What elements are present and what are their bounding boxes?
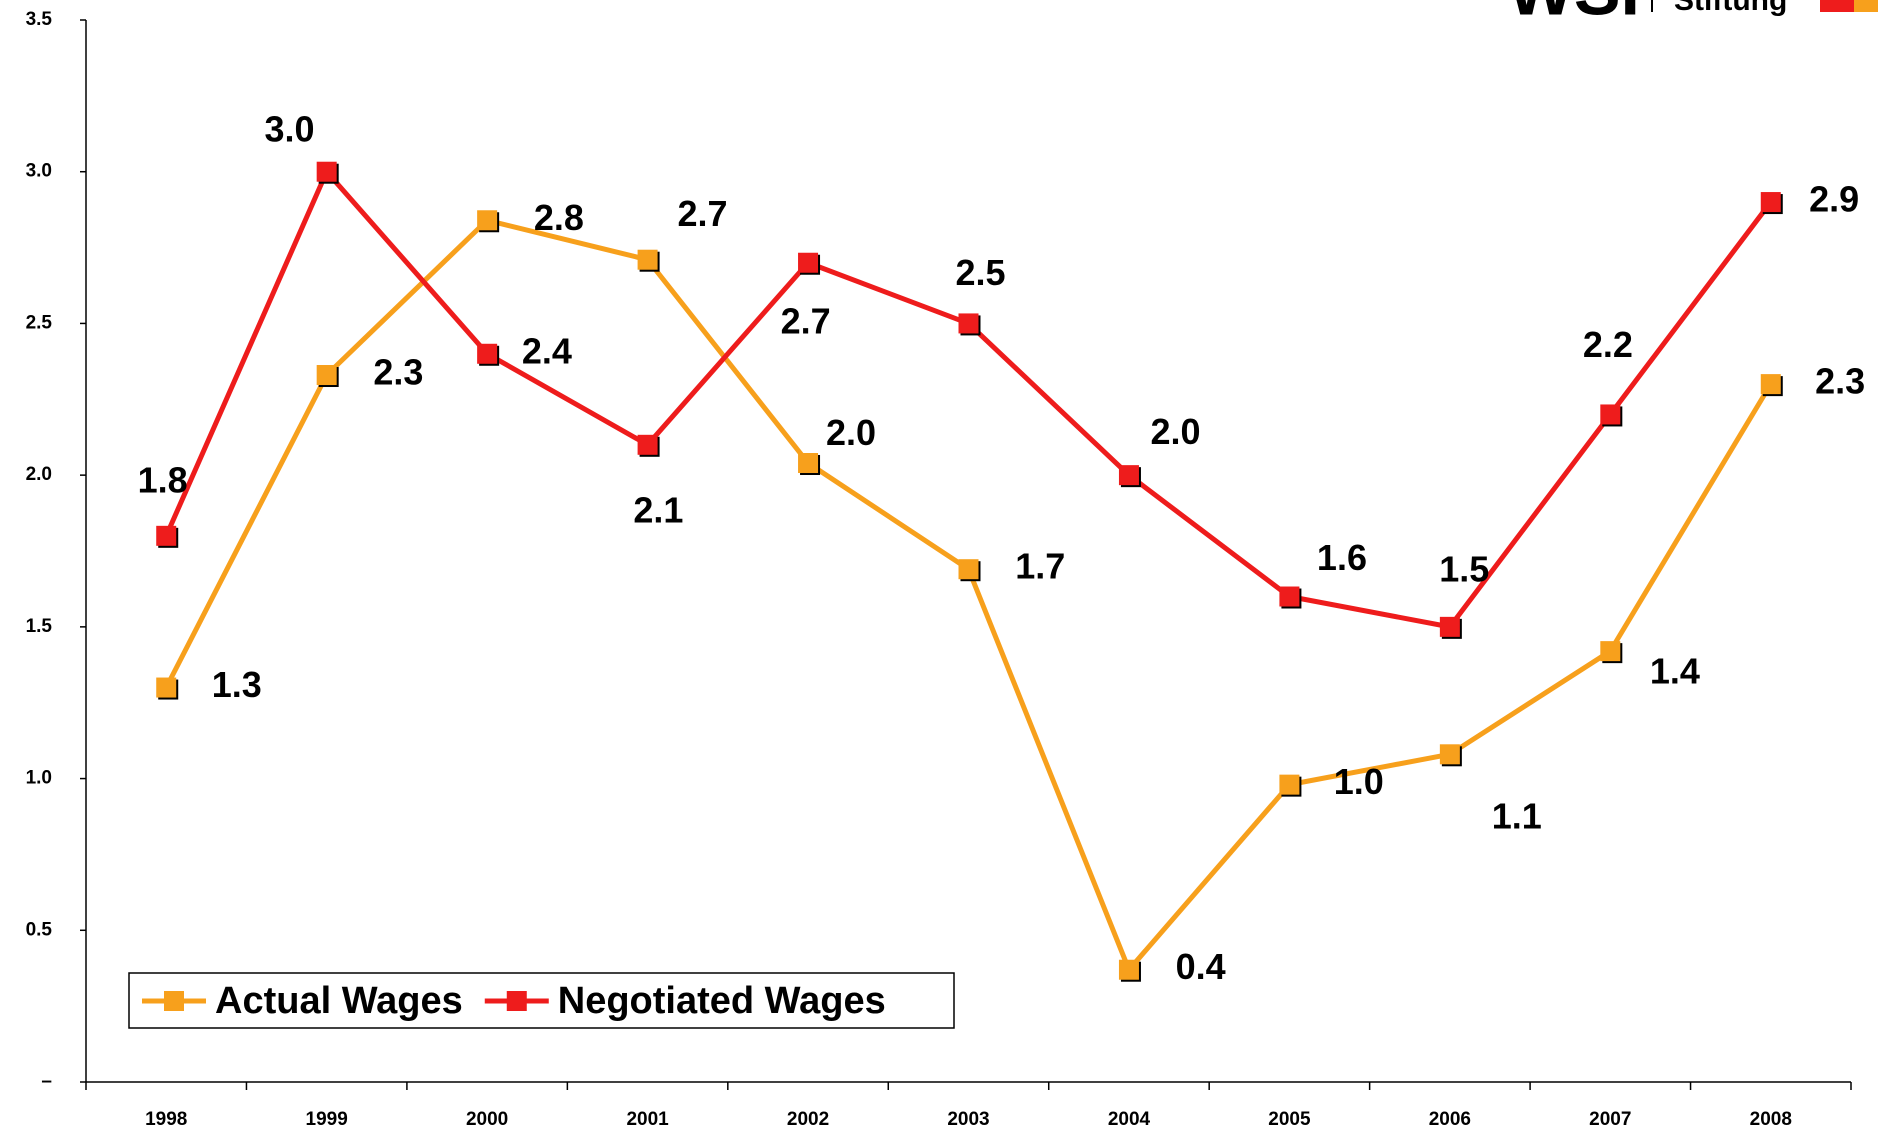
x-tick-label: 2003	[947, 1109, 989, 1130]
x-tick-label: 2004	[1108, 1109, 1151, 1130]
data-label: 2.9	[1809, 179, 1859, 220]
series-line	[163, 169, 1773, 630]
logo: WSI	[1508, 0, 1640, 29]
data-label: 0.4	[1176, 946, 1226, 987]
marker	[637, 434, 658, 455]
logo-mark	[1820, 0, 1854, 12]
marker	[1600, 641, 1621, 662]
y-tick-label: –	[41, 1071, 52, 1092]
marker	[1279, 586, 1300, 607]
data-label: 2.4	[522, 330, 572, 371]
data-label: 2.7	[781, 300, 831, 341]
y-tick-label: 1.0	[26, 768, 52, 789]
data-label: 2.7	[678, 193, 728, 234]
marker	[798, 453, 819, 474]
data-label: 2.8	[534, 197, 584, 238]
marker	[1439, 744, 1460, 765]
data-label: 1.3	[212, 664, 262, 705]
x-tick-label: 2000	[466, 1109, 508, 1130]
data-label: 1.6	[1317, 537, 1367, 578]
marker	[477, 210, 498, 231]
marker	[1760, 192, 1781, 213]
marker	[1439, 616, 1460, 637]
data-label: 3.0	[265, 109, 315, 150]
data-label: 1.4	[1650, 650, 1700, 691]
x-tick-label: 1998	[145, 1109, 187, 1130]
marker	[477, 343, 498, 364]
data-label: 2.5	[955, 252, 1005, 293]
marker	[1118, 959, 1139, 980]
data-label: 1.5	[1439, 548, 1489, 589]
x-tick-label: 2002	[787, 1109, 829, 1130]
marker	[1118, 465, 1139, 486]
data-label: 2.3	[373, 352, 423, 393]
data-label: 2.1	[633, 490, 683, 531]
logo-sub: Stiftung	[1674, 0, 1787, 17]
legend-marker	[164, 991, 184, 1011]
logo-mark	[1854, 0, 1878, 12]
marker	[958, 559, 979, 580]
data-label: 1.0	[1334, 761, 1384, 802]
x-tick-label: 1999	[306, 1109, 348, 1130]
y-tick-label: 3.0	[26, 161, 52, 182]
data-label: 2.2	[1583, 324, 1633, 365]
marker	[958, 313, 979, 334]
data-label: 1.7	[1015, 546, 1065, 587]
marker	[1600, 404, 1621, 425]
y-tick-label: 2.0	[26, 464, 52, 485]
legend-label: Actual Wages	[215, 980, 463, 1022]
x-tick-label: 2006	[1429, 1109, 1471, 1130]
data-label: 2.3	[1815, 361, 1865, 402]
marker	[637, 249, 658, 270]
y-tick-label: 1.5	[26, 616, 53, 637]
x-tick-label: 2001	[626, 1109, 669, 1130]
marker	[156, 677, 177, 698]
data-label: 1.1	[1492, 796, 1542, 837]
x-tick-label: 2005	[1268, 1109, 1311, 1130]
marker	[798, 252, 819, 273]
legend-marker	[506, 991, 527, 1011]
x-tick-label: 2007	[1589, 1109, 1631, 1130]
marker	[156, 525, 177, 546]
data-label: 1.8	[138, 460, 188, 501]
marker	[316, 161, 337, 182]
y-tick-label: 3.5	[26, 9, 53, 30]
y-tick-label: 0.5	[26, 919, 53, 940]
marker	[1279, 774, 1300, 795]
data-label: 2.0	[1150, 411, 1200, 452]
x-tick-label: 2008	[1750, 1109, 1792, 1130]
marker	[1760, 374, 1781, 395]
marker	[316, 365, 337, 386]
data-label: 2.0	[826, 412, 876, 453]
legend-label: Negotiated Wages	[558, 980, 886, 1022]
legend-box	[128, 972, 955, 1029]
y-tick-label: 2.5	[26, 312, 53, 333]
